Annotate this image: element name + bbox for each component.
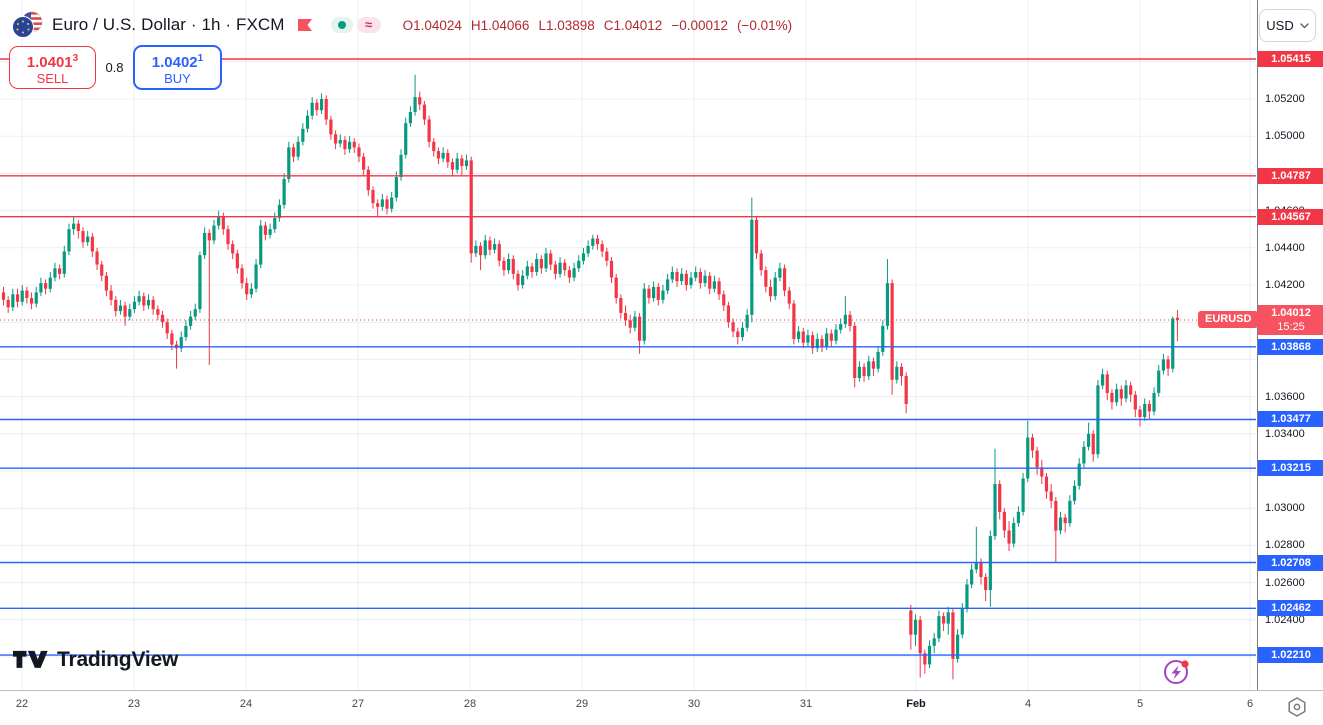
- currency-selector[interactable]: USD: [1259, 9, 1316, 42]
- time-label: 23: [127, 698, 141, 710]
- time-label: 31: [799, 698, 813, 710]
- price-tick: 1.02400: [1265, 613, 1305, 626]
- ohlc-high: H1.04066: [470, 17, 530, 33]
- chevron-down-icon: [1300, 22, 1309, 28]
- price-level-badge: 1.04787: [1258, 167, 1323, 184]
- market-status: ≈: [330, 17, 381, 33]
- tradingview-wordmark: TradingView: [57, 647, 179, 671]
- grid: [0, 0, 1256, 690]
- time-label: 28: [463, 698, 477, 710]
- sell-label: SELL: [36, 70, 69, 86]
- price-axis[interactable]: 1.052001.050001.046001.044001.042001.036…: [1257, 0, 1323, 690]
- price-level-badge: 1.02462: [1258, 600, 1323, 617]
- price-level-badge: 1.02708: [1258, 554, 1323, 571]
- time-label: 6: [1246, 698, 1254, 710]
- delayed-data-icon[interactable]: ≈: [356, 17, 381, 33]
- buy-price-pip: 1: [197, 52, 204, 64]
- ohlc-values: O1.04024 H1.04066 L1.03898 C1.04012 −0.0…: [403, 18, 793, 33]
- price-levels[interactable]: [0, 58, 1256, 656]
- price-level-badge: 1.03868: [1258, 338, 1323, 355]
- time-axis[interactable]: 22 23 24 27 28 29 30 31 Feb 4 5 6: [0, 690, 1323, 725]
- buy-label: BUY: [164, 70, 191, 86]
- symbol-title[interactable]: Euro / U.S. Dollar · 1h · FXCM: [52, 15, 285, 34]
- price-tick: 1.03600: [1265, 390, 1305, 403]
- symbol-price-tag: EURUSD: [1198, 311, 1259, 329]
- ohlc-change-pct: (−0.01%): [737, 17, 793, 33]
- price-level-badge: 1.03215: [1258, 460, 1323, 477]
- price-level-badge: 1.02210: [1258, 647, 1323, 664]
- price-level-badge: 1.05415: [1258, 51, 1323, 67]
- price-tick: 1.04200: [1265, 279, 1305, 291]
- price-tick: 1.02600: [1265, 576, 1305, 589]
- chart-pane[interactable]: [0, 0, 1257, 690]
- candles-layer: [1, 74, 1180, 680]
- market-open-dot-icon[interactable]: [330, 17, 353, 33]
- time-label: 29: [575, 698, 589, 710]
- spread-value: 0.8: [96, 57, 133, 78]
- time-label: 30: [687, 698, 701, 710]
- flash-icon[interactable]: [1162, 656, 1192, 686]
- time-label: 22: [15, 698, 29, 710]
- ohlc-open: O1.04024: [402, 17, 462, 33]
- tradingview-mark-icon: [13, 650, 48, 668]
- sell-price: 1.0401: [26, 53, 73, 71]
- price-tick: 1.02800: [1265, 539, 1305, 552]
- time-label: 27: [351, 698, 365, 710]
- time-label: 5: [1136, 698, 1144, 710]
- notification-dot: [1181, 660, 1189, 668]
- buy-button[interactable]: 1.04021 BUY: [133, 45, 222, 90]
- price-level-badge: 1.03477: [1258, 411, 1323, 428]
- ohlc-change: −0.00012: [671, 17, 728, 33]
- price-tick: 1.04400: [1265, 241, 1305, 254]
- sell-button[interactable]: 1.04013 SELL: [9, 46, 96, 89]
- price-tick: 1.05000: [1265, 130, 1305, 143]
- price-level-badge: 1.04567: [1258, 208, 1323, 225]
- tradingview-logo[interactable]: TradingView: [13, 646, 178, 673]
- price-tick: 1.05200: [1265, 93, 1305, 105]
- time-label: 24: [239, 698, 253, 710]
- ohlc-close: C1.04012: [603, 17, 663, 33]
- price-tick: 1.03000: [1265, 502, 1305, 515]
- symbol-header: Euro / U.S. Dollar · 1h · FXCM ≈ O1.0402…: [10, 10, 792, 40]
- currency-value: USD: [1266, 18, 1294, 33]
- price-tick: 1.03400: [1265, 427, 1305, 440]
- bar-countdown: 15:25: [1277, 320, 1305, 333]
- buy-price: 1.0402: [151, 53, 198, 71]
- current-price-badge: 1.04012 15:25: [1258, 304, 1323, 335]
- trade-panel: 1.04013 SELL 0.8 1.04021 BUY: [9, 45, 222, 90]
- sell-price-pip: 3: [72, 52, 79, 64]
- ohlc-low: L1.03898: [538, 17, 595, 33]
- time-label: 4: [1024, 698, 1032, 710]
- red-flag-icon[interactable]: [297, 18, 313, 33]
- current-price: 1.04012: [1271, 306, 1311, 319]
- eurusd-flag-icon: [10, 11, 44, 39]
- session-hexagon-icon[interactable]: [1286, 696, 1308, 723]
- time-label: Feb: [906, 698, 926, 710]
